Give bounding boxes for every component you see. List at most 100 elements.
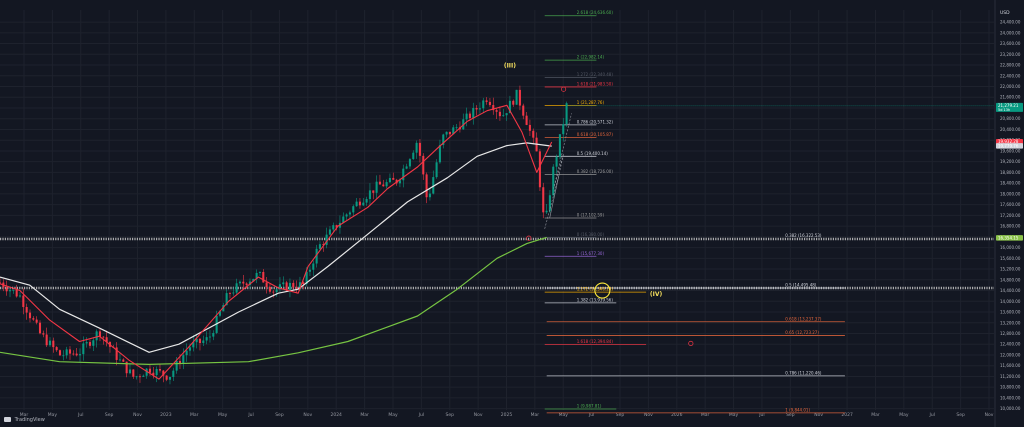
- candle-body: [558, 134, 561, 157]
- x-tick-label: Nov: [814, 412, 823, 418]
- candle-body: [98, 331, 102, 337]
- candle-body: [138, 376, 142, 378]
- candle-body: [312, 263, 315, 270]
- marker-circle: [688, 340, 694, 346]
- candle-body: [145, 368, 148, 376]
- candle-body: [82, 343, 85, 355]
- wave-label: (III): [504, 63, 516, 70]
- candle-body: [45, 334, 48, 346]
- candle-body: [155, 369, 158, 376]
- candle-body: [512, 100, 515, 105]
- fib-level-label: 1 (9,844.01): [785, 407, 810, 412]
- candle-body: [408, 159, 411, 167]
- candle-body: [368, 190, 371, 200]
- candle-body: [262, 271, 265, 283]
- x-tick-label: Nov: [644, 412, 653, 418]
- candle-body: [28, 312, 32, 319]
- candle-body: [178, 360, 182, 364]
- x-tick-label: May: [729, 412, 739, 418]
- candle-body: [488, 101, 491, 106]
- marker-circle: [526, 235, 532, 241]
- candle-body: [478, 108, 481, 110]
- x-tick-label: May: [218, 412, 228, 418]
- candle-body: [115, 347, 118, 360]
- candle-body: [55, 347, 58, 351]
- y-tick-label: 12,400.00: [1000, 342, 1021, 347]
- fib-level-label: 2 (22,982.14): [577, 55, 605, 60]
- candle-body: [372, 190, 375, 193]
- candle-body: [442, 134, 445, 146]
- candle-body: [18, 295, 22, 297]
- fib-level-label: 1.272 (22,340.48): [577, 72, 614, 77]
- y-tick-label: 10,800.00: [1000, 385, 1021, 390]
- candle-body: [22, 295, 25, 308]
- y-tick-label: 19,600.00: [1000, 148, 1021, 153]
- candle-body: [8, 290, 12, 292]
- candle-body: [152, 372, 155, 376]
- fib-level-label: 0 (17,102.59): [577, 212, 605, 217]
- y-tick-label: 22,400.00: [1000, 73, 1021, 78]
- y-tick-label: 16,000.00: [1000, 245, 1021, 250]
- candle-body: [485, 100, 488, 102]
- candle-body: [502, 115, 505, 117]
- support-line-label: 0.382 (16,322.53): [785, 233, 822, 238]
- candle-body: [538, 151, 541, 188]
- candle-body: [238, 281, 241, 284]
- tradingview-logo[interactable]: TradingView: [4, 417, 45, 423]
- price-tag-sub: 5d 13h: [998, 108, 1010, 112]
- candle-body: [12, 289, 15, 291]
- candle-body: [498, 111, 501, 117]
- candle-body: [362, 202, 365, 206]
- price-tag-label: 19,932.28: [998, 139, 1019, 144]
- y-tick-label: 14,400.00: [1000, 288, 1021, 293]
- candle-body: [168, 376, 172, 380]
- candle-body: [552, 166, 555, 196]
- ema-200-line: [0, 236, 547, 365]
- candle-body: [412, 152, 415, 160]
- candle-body: [38, 322, 42, 334]
- x-tick-label: 2027: [841, 412, 853, 418]
- candle-body: [175, 360, 178, 371]
- price-axis: [996, 0, 1024, 427]
- candle-body: [565, 103, 568, 125]
- candle-body: [482, 100, 485, 109]
- candle-body: [545, 210, 548, 213]
- candle-body: [205, 337, 208, 341]
- candle-body: [242, 281, 245, 284]
- y-tick-label: 16,800.00: [1000, 224, 1021, 229]
- candle-body: [232, 292, 235, 294]
- candle-body: [228, 293, 231, 294]
- x-tick-label: Nov: [303, 412, 312, 418]
- x-tick-label: Nov: [474, 412, 483, 418]
- x-tick-label: Mar: [871, 412, 880, 418]
- fib-level-label: 0.786 (20,571.32): [577, 119, 614, 124]
- x-tick-label: May: [388, 412, 398, 418]
- candle-body: [195, 338, 198, 343]
- y-tick-label: 12,800.00: [1000, 331, 1021, 336]
- candle-body: [35, 319, 38, 323]
- x-tick-label: May: [559, 412, 569, 418]
- candle-body: [328, 229, 331, 235]
- x-tick-label: Mar: [360, 412, 369, 418]
- candle-body: [525, 115, 528, 125]
- candle-body: [5, 287, 8, 292]
- candle-body: [448, 131, 451, 135]
- candle-body: [272, 291, 275, 293]
- candle-body: [278, 284, 281, 290]
- fib-level-label: 0.786 (11,220.46): [785, 370, 822, 375]
- fib-level-label: 1.618 (21,983.50): [577, 81, 614, 86]
- y-tick-label: 20,400.00: [1000, 127, 1021, 132]
- y-tick-label: 23,200.00: [1000, 52, 1021, 57]
- x-tick-label: Nov: [985, 412, 994, 418]
- candle-body: [198, 338, 202, 344]
- candle-body: [265, 282, 268, 288]
- candle-body: [315, 248, 318, 264]
- candle-body: [252, 278, 255, 282]
- candle-body: [42, 333, 45, 335]
- candle-body: [472, 108, 475, 119]
- candle-body: [148, 368, 152, 373]
- candle-body: [118, 359, 122, 361]
- candle-body: [295, 287, 298, 289]
